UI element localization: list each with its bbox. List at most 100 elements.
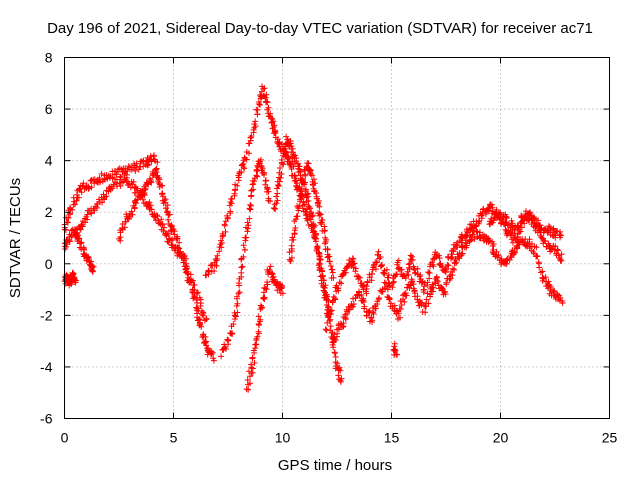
x-tick-labels: 0 5 10 15 20 25 (61, 430, 618, 446)
data-point (554, 247, 561, 254)
data-point (469, 231, 476, 238)
data-point (279, 282, 286, 289)
data-point (138, 193, 145, 200)
data-point (453, 259, 460, 266)
data-point (406, 266, 413, 273)
data-point (324, 319, 331, 326)
data-point (109, 174, 116, 181)
data-point (306, 204, 313, 211)
data-point (256, 321, 263, 328)
data-point (129, 211, 136, 218)
data-point (384, 283, 391, 290)
data-point (83, 216, 90, 223)
data-point (338, 280, 345, 287)
data-point (211, 267, 218, 274)
data-points (61, 83, 566, 393)
data-point (261, 296, 268, 303)
series-track-i (270, 133, 334, 318)
data-point (238, 264, 245, 271)
data-point (546, 224, 553, 231)
data-point (336, 279, 343, 286)
data-point (445, 262, 452, 269)
data-point (449, 254, 456, 261)
data-point (421, 283, 428, 290)
data-point (362, 288, 369, 295)
data-point (278, 171, 285, 178)
data-point (439, 266, 446, 273)
series-track-n (390, 340, 401, 359)
data-point (327, 263, 334, 270)
data-point (323, 327, 330, 334)
data-point (554, 246, 561, 253)
data-point (425, 300, 432, 307)
data-point (235, 172, 242, 179)
data-point (253, 166, 260, 173)
data-point (205, 345, 212, 352)
data-point (426, 270, 433, 277)
data-point (246, 140, 253, 147)
data-point (320, 277, 327, 284)
series-track-d (73, 172, 217, 364)
data-point (261, 171, 268, 178)
series-track-a (61, 152, 161, 234)
data-point (65, 214, 72, 221)
data-point (490, 241, 497, 248)
data-point (203, 315, 210, 322)
data-point (535, 259, 542, 266)
data-point (86, 185, 93, 192)
data-point (233, 302, 240, 309)
data-point (322, 282, 329, 289)
data-point (291, 172, 298, 179)
data-point (408, 253, 415, 260)
data-point (330, 293, 337, 300)
data-point (213, 257, 220, 264)
data-point (557, 232, 564, 239)
data-point (240, 253, 247, 260)
data-point (277, 175, 284, 182)
data-point (430, 255, 437, 262)
data-point (296, 192, 303, 199)
data-point (235, 280, 242, 287)
data-point (422, 309, 429, 316)
data-point (410, 281, 417, 288)
data-point (310, 185, 317, 192)
data-point (268, 119, 275, 126)
data-point (248, 133, 255, 140)
data-point (226, 202, 233, 209)
grid (64, 57, 610, 419)
data-point (559, 299, 566, 306)
data-point (176, 239, 183, 246)
data-point (174, 235, 181, 242)
data-point (125, 163, 132, 170)
data-point (224, 215, 231, 222)
data-point (141, 186, 148, 193)
data-point (547, 286, 554, 293)
data-point (337, 367, 344, 374)
data-point (296, 203, 303, 210)
data-point (193, 304, 200, 311)
data-point (135, 166, 142, 173)
data-point (314, 202, 321, 209)
data-point (300, 179, 307, 186)
data-point (326, 258, 333, 265)
data-point (250, 186, 257, 193)
data-point (313, 235, 320, 242)
y-tick-label: 8 (45, 50, 53, 66)
data-point (444, 261, 451, 268)
data-point (243, 386, 250, 393)
data-point (391, 302, 398, 309)
data-point (291, 152, 298, 159)
data-point (153, 165, 160, 172)
data-point (403, 292, 410, 299)
data-point (322, 326, 329, 333)
data-point (398, 266, 405, 273)
data-point (166, 211, 173, 218)
data-point (342, 269, 349, 276)
data-point (436, 252, 443, 259)
data-point (533, 244, 540, 251)
data-point (250, 347, 257, 354)
data-point (509, 220, 516, 227)
data-point (386, 296, 393, 303)
data-point (235, 290, 242, 297)
